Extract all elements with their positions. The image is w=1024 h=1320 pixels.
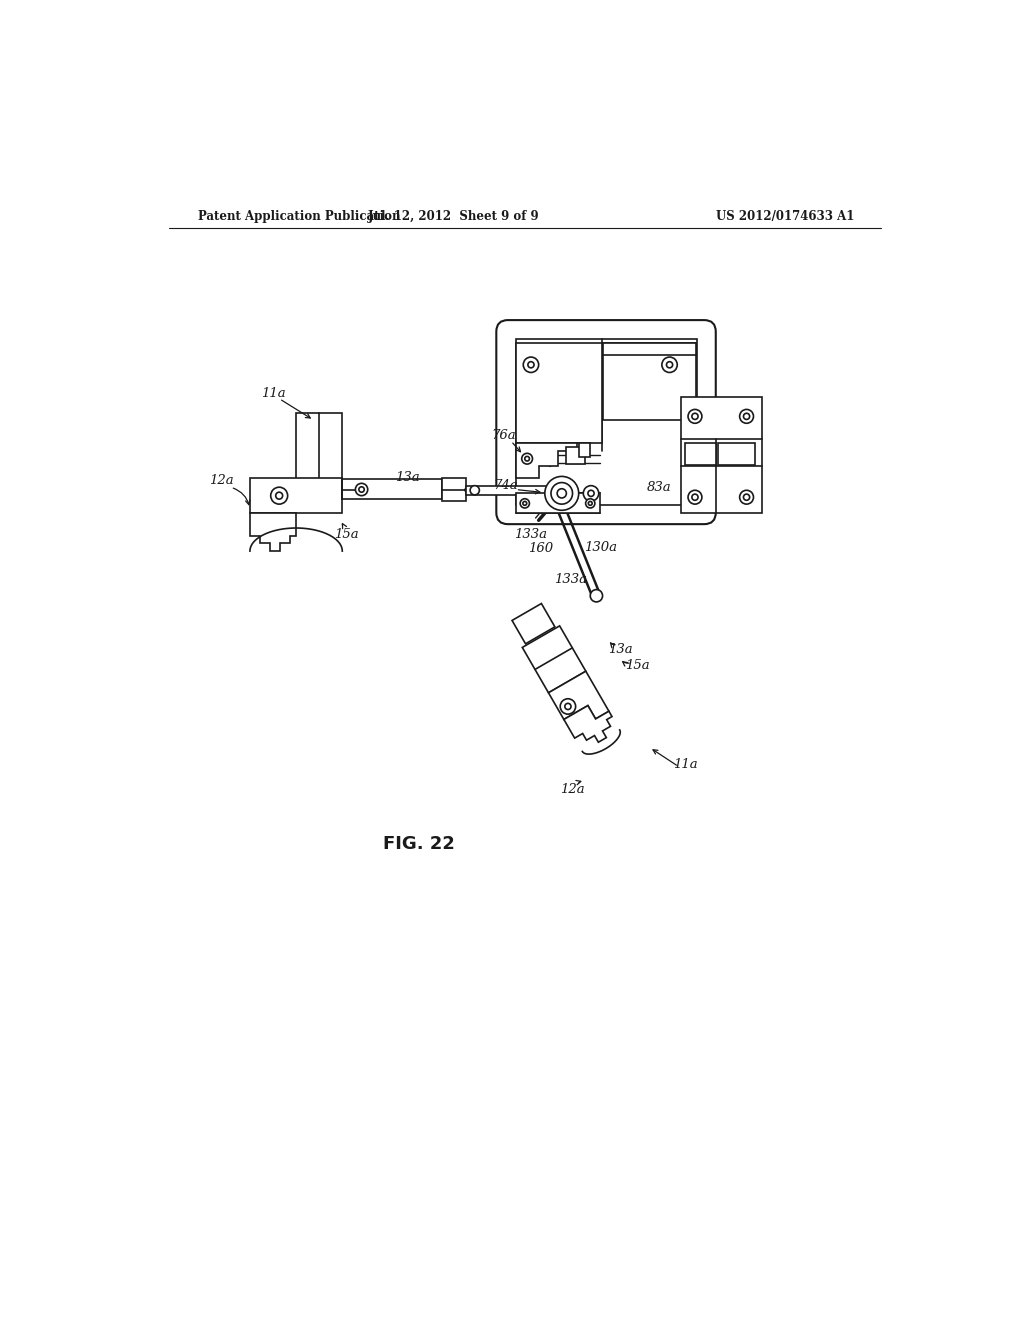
Circle shape: [688, 490, 701, 504]
Polygon shape: [522, 626, 586, 693]
Text: Jul. 12, 2012  Sheet 9 of 9: Jul. 12, 2012 Sheet 9 of 9: [369, 210, 540, 223]
Circle shape: [584, 486, 599, 502]
Text: 13a: 13a: [395, 471, 420, 484]
Bar: [296, 413, 342, 482]
Circle shape: [589, 502, 592, 506]
Text: 83a: 83a: [646, 482, 671, 495]
Circle shape: [692, 413, 698, 420]
Circle shape: [667, 362, 673, 368]
Bar: [681, 397, 762, 512]
Text: Patent Application Publication: Patent Application Publication: [199, 210, 400, 223]
Polygon shape: [515, 444, 578, 478]
Circle shape: [739, 490, 754, 504]
Circle shape: [545, 477, 579, 511]
Circle shape: [525, 457, 529, 461]
Bar: [579, 444, 590, 457]
Polygon shape: [549, 671, 609, 719]
Circle shape: [523, 358, 539, 372]
Text: 15a: 15a: [625, 659, 649, 672]
Text: 160: 160: [527, 543, 553, 556]
Text: 15a: 15a: [334, 528, 358, 541]
Circle shape: [743, 413, 750, 420]
Polygon shape: [564, 706, 612, 742]
Text: FIG. 22: FIG. 22: [383, 834, 456, 853]
Text: US 2012/0174633 A1: US 2012/0174633 A1: [716, 210, 854, 223]
Circle shape: [355, 483, 368, 495]
Bar: [515, 339, 696, 506]
Circle shape: [270, 487, 288, 504]
Bar: [250, 478, 342, 512]
Text: 74a: 74a: [494, 479, 518, 492]
FancyBboxPatch shape: [497, 321, 716, 524]
Circle shape: [739, 409, 754, 424]
Circle shape: [662, 358, 677, 372]
Text: 133a: 133a: [514, 528, 548, 541]
Bar: [515, 494, 600, 512]
Text: 11a: 11a: [261, 387, 286, 400]
Bar: [603, 343, 695, 420]
Circle shape: [586, 499, 595, 508]
Circle shape: [521, 453, 532, 465]
Circle shape: [358, 487, 365, 492]
Text: 13a: 13a: [608, 643, 633, 656]
Circle shape: [560, 698, 575, 714]
Bar: [515, 343, 602, 444]
Bar: [442, 478, 466, 502]
Bar: [466, 486, 562, 495]
Text: 130a: 130a: [584, 541, 616, 554]
Circle shape: [470, 486, 479, 495]
Circle shape: [520, 499, 529, 508]
Text: 76a: 76a: [492, 429, 516, 442]
Bar: [565, 447, 585, 465]
Circle shape: [743, 494, 750, 500]
Circle shape: [557, 488, 566, 498]
Bar: [342, 479, 442, 499]
Circle shape: [551, 483, 572, 504]
Circle shape: [692, 494, 698, 500]
Bar: [685, 444, 716, 465]
Circle shape: [565, 704, 571, 710]
Bar: [603, 343, 695, 355]
Text: 11a: 11a: [673, 758, 697, 771]
Text: 133a: 133a: [555, 573, 588, 586]
Text: 12a: 12a: [209, 474, 233, 487]
Circle shape: [528, 362, 535, 368]
Bar: [718, 444, 755, 465]
Polygon shape: [512, 603, 555, 644]
Polygon shape: [250, 512, 296, 552]
Circle shape: [590, 590, 602, 602]
Circle shape: [523, 502, 526, 506]
Text: 12a: 12a: [560, 783, 585, 796]
Circle shape: [688, 409, 701, 424]
Circle shape: [588, 490, 594, 496]
Circle shape: [275, 492, 283, 499]
